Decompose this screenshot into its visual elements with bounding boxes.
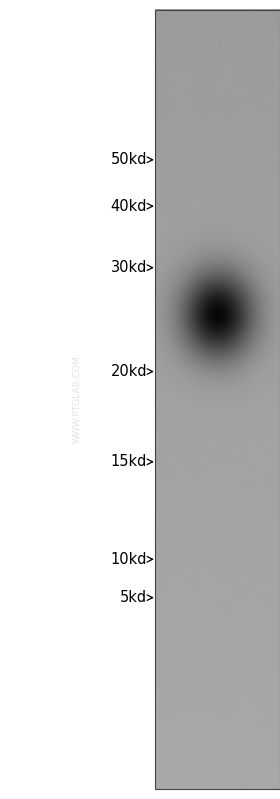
Text: 50kd: 50kd xyxy=(111,153,147,167)
Text: WWW.PTGLAB.COM: WWW.PTGLAB.COM xyxy=(73,356,82,443)
Text: 20kd: 20kd xyxy=(110,364,147,379)
Text: 5kd: 5kd xyxy=(120,590,147,605)
Text: 10kd: 10kd xyxy=(111,552,147,566)
Bar xyxy=(155,10,280,789)
Text: 30kd: 30kd xyxy=(111,260,147,275)
Text: 40kd: 40kd xyxy=(111,199,147,213)
Text: 15kd: 15kd xyxy=(111,455,147,469)
